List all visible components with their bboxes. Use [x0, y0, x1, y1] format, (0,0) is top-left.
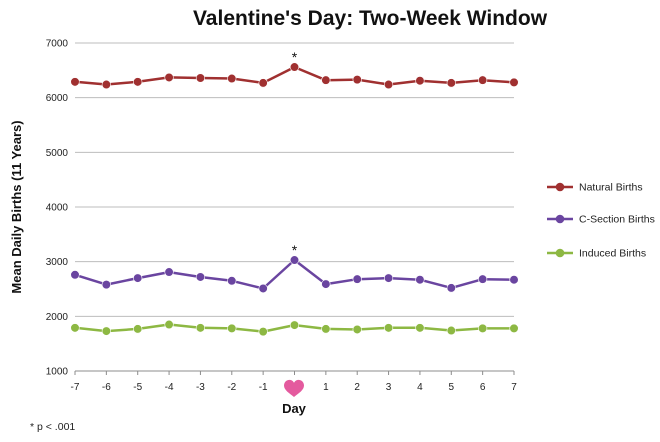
x-tick-label: 3: [386, 382, 392, 393]
data-point: [133, 77, 143, 87]
data-point: [289, 62, 300, 72]
data-point: [195, 272, 206, 282]
x-tick-label: 7: [511, 382, 517, 393]
legend-label: Induced Births: [579, 248, 646, 260]
y-tick-label: 2000: [46, 312, 69, 323]
data-point: [133, 324, 143, 334]
significance-marker: *: [292, 242, 298, 258]
data-point: [133, 273, 143, 283]
y-tick-label: 3000: [46, 257, 69, 268]
heart-icon-shape: [284, 379, 304, 397]
data-point: [415, 323, 425, 333]
x-tick-label: -4: [165, 382, 174, 393]
data-point: [227, 276, 237, 286]
legend-swatch-marker: [555, 214, 565, 224]
data-point: [509, 77, 519, 87]
data-point: [415, 275, 425, 285]
data-point: [509, 323, 519, 333]
series-lines: [70, 62, 519, 337]
legend-swatch-marker: [555, 182, 565, 192]
y-tick-label: 1000: [46, 367, 69, 378]
data-point: [446, 283, 456, 293]
x-tick-label: -6: [102, 382, 111, 393]
x-tick-label: -5: [133, 382, 142, 393]
legend-swatch-marker: [555, 248, 565, 258]
data-point: [227, 73, 237, 84]
data-point: [227, 323, 237, 333]
data-point: [101, 280, 111, 290]
data-point: [101, 79, 111, 90]
data-point: [164, 72, 174, 83]
data-point: [164, 267, 174, 277]
data-point: [383, 79, 394, 90]
x-tick-label: -1: [259, 382, 268, 393]
data-point: [258, 327, 268, 337]
y-axis-label: Mean Daily Births (11 Years): [9, 120, 24, 293]
significance-marker: *: [292, 49, 298, 65]
x-axis-ticks: -7 -6 -5 -4 -3 -2 -1 1 2 3 4 5 6 7: [71, 371, 517, 393]
x-tick-label: 5: [449, 382, 455, 393]
data-point: [289, 320, 300, 330]
data-point: [258, 78, 268, 88]
x-axis-label: Day: [282, 401, 307, 416]
data-point: [321, 324, 331, 334]
y-axis-ticks: 1000 2000 3000 4000 5000 6000 7000: [46, 39, 69, 378]
data-point: [478, 274, 488, 284]
data-point: [321, 279, 331, 289]
x-tick-label: 4: [417, 382, 423, 393]
data-point: [352, 75, 362, 85]
data-point: [70, 77, 80, 87]
y-tick-label: 5000: [46, 148, 69, 159]
footnote: * p < .001: [30, 421, 75, 433]
annotations: **: [292, 49, 298, 258]
data-point: [164, 319, 174, 330]
data-point: [258, 283, 268, 294]
legend-label: Natural Births: [579, 182, 643, 194]
data-point: [352, 274, 362, 284]
data-point: [383, 323, 394, 333]
data-point: [70, 270, 80, 280]
data-point: [478, 75, 488, 85]
data-point: [101, 326, 111, 336]
data-point: [446, 78, 456, 88]
heart-icon: [284, 379, 304, 397]
data-point: [289, 255, 300, 265]
x-tick-label: -7: [71, 382, 80, 393]
data-point: [415, 76, 425, 86]
x-tick-label: 6: [480, 382, 486, 393]
legend-label: C-Section Births: [579, 214, 655, 226]
data-point: [195, 323, 206, 333]
data-point: [195, 73, 206, 83]
data-point: [383, 273, 394, 283]
y-tick-label: 4000: [46, 203, 69, 214]
x-tick-label: 2: [354, 382, 360, 393]
y-tick-label: 7000: [46, 39, 69, 50]
data-point: [509, 275, 519, 285]
x-tick-label: -3: [196, 382, 205, 393]
data-point: [70, 323, 80, 333]
legend: Natural Births C-Section Births Induced Bi…: [547, 182, 655, 260]
data-point: [446, 325, 456, 336]
x-tick-label: 1: [323, 382, 329, 393]
y-tick-label: 6000: [46, 93, 69, 104]
x-tick-label: -2: [227, 382, 236, 393]
data-point: [478, 323, 488, 333]
chart-title: Valentine's Day: Two-Week Window: [193, 7, 548, 30]
data-point: [352, 324, 362, 335]
data-point: [321, 75, 331, 85]
